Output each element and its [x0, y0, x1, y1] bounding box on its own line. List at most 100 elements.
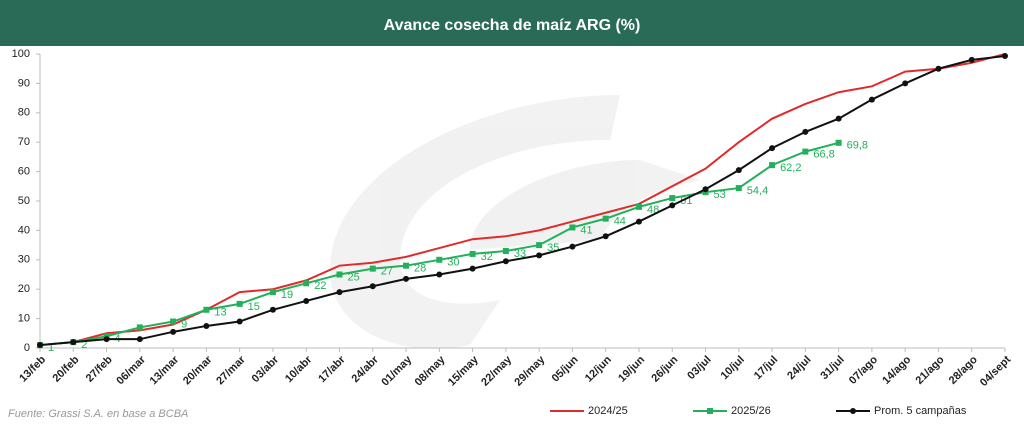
marker: [170, 318, 177, 325]
x-tick-label: 12/jun: [583, 354, 614, 385]
marker: [502, 247, 509, 254]
y-tick-label: 40: [18, 224, 30, 236]
marker: [170, 328, 177, 335]
marker: [336, 271, 343, 278]
source-note: Fuente: Grassi S.A. en base a BCBA: [8, 408, 188, 420]
data-label: 44: [614, 216, 626, 228]
x-tick-label: 19/jun: [616, 354, 647, 385]
marker: [902, 80, 909, 87]
marker: [1002, 53, 1008, 60]
data-label: 19: [281, 289, 293, 301]
x-tick-label: 24/jul: [785, 354, 813, 382]
marker: [203, 322, 210, 329]
data-label: 25: [347, 271, 359, 283]
x-tick-label: 31/jul: [818, 354, 846, 382]
marker: [536, 252, 543, 259]
x-tick-label: 13/mar: [148, 353, 182, 387]
marker: [70, 339, 77, 346]
data-label: 62,2: [780, 162, 801, 174]
data-label: 2: [81, 339, 87, 351]
marker: [303, 280, 310, 287]
x-tick-label: 28/ago: [947, 354, 980, 387]
data-label: 53: [714, 189, 726, 201]
x-tick-label: 14/ago: [880, 354, 913, 387]
marker: [136, 336, 143, 343]
y-tick-label: 70: [18, 136, 30, 148]
x-tick-label: 20/mar: [181, 353, 215, 387]
x-tick-label: 10/abr: [283, 353, 315, 385]
x-tick-label: 07/ago: [847, 354, 880, 387]
marker: [835, 139, 842, 146]
x-tick-label: 03/abr: [250, 353, 282, 385]
marker: [669, 195, 676, 202]
x-tick-label: 26/jun: [649, 354, 680, 385]
marker: [802, 128, 809, 135]
watermark: [330, 95, 700, 349]
y-tick-label: 90: [18, 77, 30, 89]
x-tick-label: 27/mar: [214, 353, 248, 387]
marker: [769, 145, 776, 152]
marker: [236, 300, 243, 307]
marker: [635, 203, 642, 210]
x-tick-label: 08/may: [413, 353, 448, 388]
marker: [569, 243, 576, 250]
marker: [502, 258, 509, 265]
marker: [369, 265, 376, 272]
legend-label: 2024/25: [588, 405, 628, 417]
x-tick-label: 22/may: [479, 353, 514, 388]
x-tick-label: 01/may: [379, 353, 414, 388]
marker: [103, 336, 110, 343]
marker: [602, 233, 609, 240]
marker: [868, 96, 875, 103]
x-tick-label: 03/jul: [685, 354, 713, 382]
data-label: 66,8: [813, 149, 834, 161]
marker: [569, 224, 576, 231]
x-tick-label: 10/jul: [719, 354, 747, 382]
marker: [336, 289, 343, 296]
x-tick-label: 20/feb: [50, 353, 81, 384]
marker: [669, 202, 676, 209]
x-tick-label: 21/ago: [913, 354, 946, 387]
data-label: 69,8: [847, 140, 868, 152]
data-label: 13: [214, 307, 226, 319]
x-tick-label: 27/feb: [84, 353, 115, 384]
y-tick-label: 50: [18, 195, 30, 207]
x-tick-label: 17/jul: [752, 354, 780, 382]
y-tick-label: 30: [18, 254, 30, 266]
marker: [469, 265, 476, 272]
y-tick-label: 80: [18, 107, 30, 119]
marker: [735, 185, 742, 192]
legend-label: Prom. 5 campañas: [874, 405, 967, 417]
x-tick-label: 04/sept: [978, 353, 1014, 389]
marker: [136, 324, 143, 331]
legend-marker: [850, 408, 856, 414]
marker: [403, 262, 410, 269]
marker: [602, 215, 609, 222]
x-tick-label: 05/jun: [550, 354, 581, 385]
data-label: 9: [181, 318, 187, 330]
data-label: 30: [447, 257, 459, 269]
data-label: 41: [580, 224, 592, 236]
data-label: 22: [314, 280, 326, 292]
marker: [802, 148, 809, 155]
data-label: 54,4: [747, 185, 768, 197]
data-label: 1: [48, 342, 54, 354]
data-label: 27: [381, 266, 393, 278]
title-bar: [0, 0, 1024, 46]
x-tick-label: 15/may: [446, 353, 481, 388]
x-tick-label: 24/abr: [350, 353, 382, 385]
marker: [702, 186, 709, 193]
data-label: 32: [481, 251, 493, 263]
marker: [769, 162, 776, 169]
marker: [968, 56, 975, 63]
x-tick-label: 17/abr: [316, 353, 348, 385]
series-line: [39, 55, 1006, 347]
marker: [37, 342, 43, 349]
legend-marker: [707, 408, 713, 414]
x-tick-label: 13/feb: [17, 353, 48, 384]
marker: [469, 250, 476, 257]
x-tick-label: 29/may: [512, 353, 547, 388]
marker: [269, 306, 276, 313]
marker: [835, 115, 842, 122]
